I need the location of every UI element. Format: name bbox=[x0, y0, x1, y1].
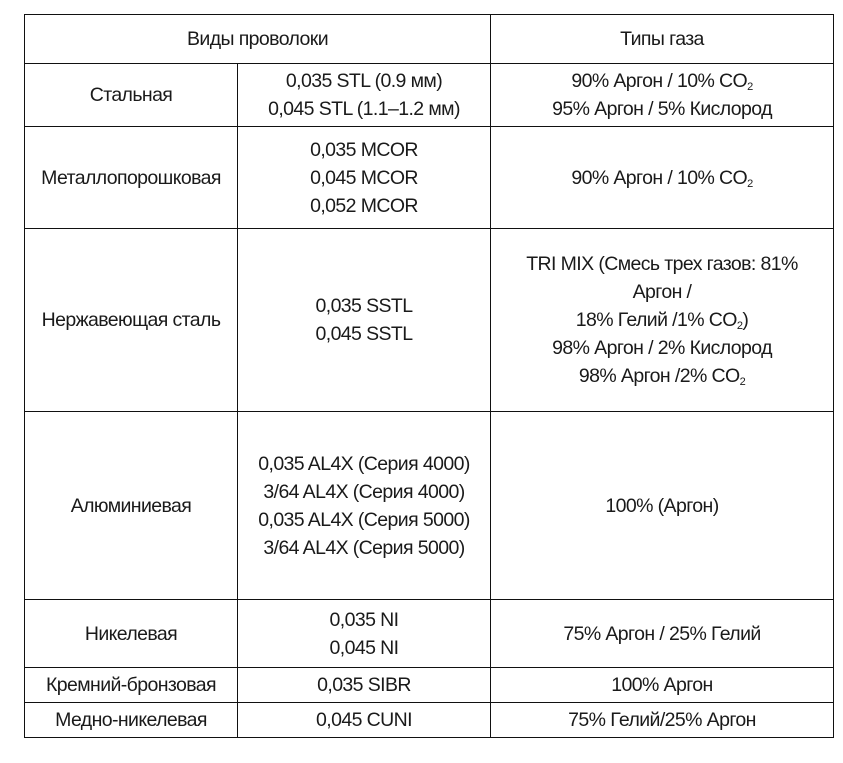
table-row: Стальная 0,035 STL (0.9 мм) 0,045 STL (1.… bbox=[24, 63, 834, 127]
gas-types-cell: TRI MIX (Смесь трех газов: 81% Аргон / 18%… bbox=[490, 228, 834, 412]
line: 3/64 AL4X (Серия 5000) bbox=[242, 534, 486, 562]
line: 0,035 SIBR bbox=[242, 671, 486, 699]
line-text: 0,035 SSTL bbox=[315, 295, 414, 317]
line: TRI MIX (Смесь трех газов: 81% bbox=[495, 250, 829, 278]
line-text: 98% Аргон /2% CO bbox=[578, 365, 740, 387]
gas-types-cell: 90% Аргон / 10% CO2 bbox=[490, 126, 834, 229]
wire-sizes-cell: 0,035 MCOR 0,045 MCOR 0,052 MCOR bbox=[237, 126, 491, 229]
table-row: Нержавеющая сталь 0,035 SSTL 0,045 SSTL T… bbox=[24, 228, 834, 412]
wire-type-cell: Алюминиевая bbox=[24, 411, 238, 600]
line-text: 100% Аргон bbox=[611, 674, 713, 696]
wire-sizes-cell: 0,035 NI 0,045 NI bbox=[237, 599, 491, 668]
line-text: 98% Аргон / 2% Кислород bbox=[552, 337, 772, 359]
line-text: 0,035 MCOR bbox=[310, 138, 418, 161]
line: 90% Аргон / 10% CO2 bbox=[495, 164, 829, 192]
line-text: 0,035 AL4X (Серия 5000) bbox=[258, 508, 470, 531]
wire-type-cell: Металлопорошковая bbox=[24, 126, 238, 229]
wire-sizes-cell: 0,045 CUNI bbox=[237, 702, 491, 738]
wire-type-cell: Стальная bbox=[24, 63, 238, 127]
gas-types-cell: 90% Аргон / 10% CO2 95% Аргон / 5% Кислор… bbox=[490, 63, 834, 127]
line: 98% Аргон / 2% Кислород bbox=[495, 334, 829, 362]
wire-type-cell: Никелевая bbox=[24, 599, 238, 668]
line-text: TRI MIX (Смесь трех газов: 81% bbox=[526, 253, 798, 275]
line: 18% Гелий /1% CO2) bbox=[495, 306, 829, 334]
line-suffix: ) bbox=[742, 309, 749, 331]
header-row: Виды проволоки Типы газа bbox=[24, 14, 834, 64]
wire-gas-table: Виды проволоки Типы газа Стальная 0,035 … bbox=[24, 14, 834, 738]
line-text: 0,045 MCOR bbox=[310, 166, 418, 189]
line-text: 18% Гелий /1% CO bbox=[575, 309, 738, 331]
header-gas-types: Типы газа bbox=[490, 14, 834, 64]
subscript: 2 bbox=[739, 376, 746, 388]
gas-types-cell: 100% (Аргон) bbox=[490, 411, 834, 600]
line-text: 0,045 CUNI bbox=[316, 709, 412, 731]
line-text: 0,045 SSTL bbox=[315, 323, 414, 345]
wire-type-cell: Нержавеющая сталь bbox=[24, 228, 238, 412]
line: 0,045 CUNI bbox=[242, 706, 486, 734]
line: 0,035 NI bbox=[242, 606, 486, 634]
line-text: 3/64 AL4X (Серия 5000) bbox=[263, 536, 465, 559]
line: 0,035 STL (0.9 мм) bbox=[242, 67, 486, 95]
wire-sizes-cell: 0,035 SSTL 0,045 SSTL bbox=[237, 228, 491, 412]
line: 100% Аргон bbox=[495, 671, 829, 699]
wire-sizes-cell: 0,035 AL4X (Серия 4000) 3/64 AL4X (Серия … bbox=[237, 411, 491, 600]
table-row: Кремний-бронзовая 0,035 SIBR 100% Аргон bbox=[24, 667, 834, 703]
line: 0,035 MCOR bbox=[242, 136, 486, 164]
line-text: Аргон / bbox=[632, 281, 692, 303]
subscript: 2 bbox=[747, 177, 753, 190]
line: 0,045 MCOR bbox=[242, 164, 486, 192]
table-row: Металлопорошковая 0,035 MCOR 0,045 MCOR 0,… bbox=[24, 126, 834, 229]
table-row: Никелевая 0,035 NI 0,045 NI 75% Аргон / 2… bbox=[24, 599, 834, 668]
header-wire-types: Виды проволоки bbox=[24, 14, 491, 64]
table-row: Медно-никелевая 0,045 CUNI 75% Гелий/25%… bbox=[24, 702, 834, 738]
line: 75% Гелий/25% Аргон bbox=[495, 706, 829, 734]
line-text: 90% Аргон / 10% CO bbox=[571, 166, 748, 189]
line-text: 0,035 SIBR bbox=[317, 674, 411, 696]
line: 3/64 AL4X (Серия 4000) bbox=[242, 478, 486, 506]
subscript: 2 bbox=[747, 81, 753, 93]
wire-sizes-cell: 0,035 STL (0.9 мм) 0,045 STL (1.1–1.2 мм) bbox=[237, 63, 491, 127]
line: Аргон / bbox=[495, 278, 829, 306]
line-text: 90% Аргон / 10% CO bbox=[571, 70, 748, 92]
line: 75% Аргон / 25% Гелий bbox=[495, 620, 829, 648]
wire-sizes-cell: 0,035 SIBR bbox=[237, 667, 491, 703]
table-row: Алюминиевая 0,035 AL4X (Серия 4000) 3/64 … bbox=[24, 411, 834, 600]
line-text: 0,035 NI bbox=[329, 608, 400, 631]
line: 0,052 MCOR bbox=[242, 192, 486, 220]
line: 0,035 AL4X (Серия 5000) bbox=[242, 506, 486, 534]
line-text: 3/64 AL4X (Серия 4000) bbox=[263, 480, 465, 503]
line-text: 0,045 NI bbox=[329, 636, 400, 659]
line: 0,035 SSTL bbox=[242, 292, 486, 320]
gas-types-cell: 100% Аргон bbox=[490, 667, 834, 703]
wire-type-cell: Медно-никелевая bbox=[24, 702, 238, 738]
wire-type-cell: Кремний-бронзовая bbox=[24, 667, 238, 703]
line-text: 0,035 AL4X (Серия 4000) bbox=[258, 452, 470, 475]
line-text: 75% Гелий/25% Аргон bbox=[568, 709, 756, 731]
line: 98% Аргон /2% CO2 bbox=[495, 362, 829, 390]
line-text: 100% (Аргон) bbox=[605, 494, 719, 517]
line: 90% Аргон / 10% CO2 bbox=[495, 67, 829, 95]
line-text: 95% Аргон / 5% Кислород bbox=[552, 98, 772, 120]
line: 95% Аргон / 5% Кислород bbox=[495, 95, 829, 123]
line-text: 0,052 MCOR bbox=[310, 194, 418, 217]
line-text: 0,035 STL (0.9 мм) bbox=[285, 70, 443, 92]
line-text: 0,045 STL (1.1–1.2 мм) bbox=[268, 98, 460, 120]
line: 100% (Аргон) bbox=[495, 492, 829, 520]
line-text: 75% Аргон / 25% Гелий bbox=[563, 622, 761, 645]
line: 0,045 STL (1.1–1.2 мм) bbox=[242, 95, 486, 123]
gas-types-cell: 75% Гелий/25% Аргон bbox=[490, 702, 834, 738]
line: 0,045 NI bbox=[242, 634, 486, 662]
gas-types-cell: 75% Аргон / 25% Гелий bbox=[490, 599, 834, 668]
line: 0,045 SSTL bbox=[242, 320, 486, 348]
line: 0,035 AL4X (Серия 4000) bbox=[242, 450, 486, 478]
subscript: 2 bbox=[736, 320, 743, 332]
